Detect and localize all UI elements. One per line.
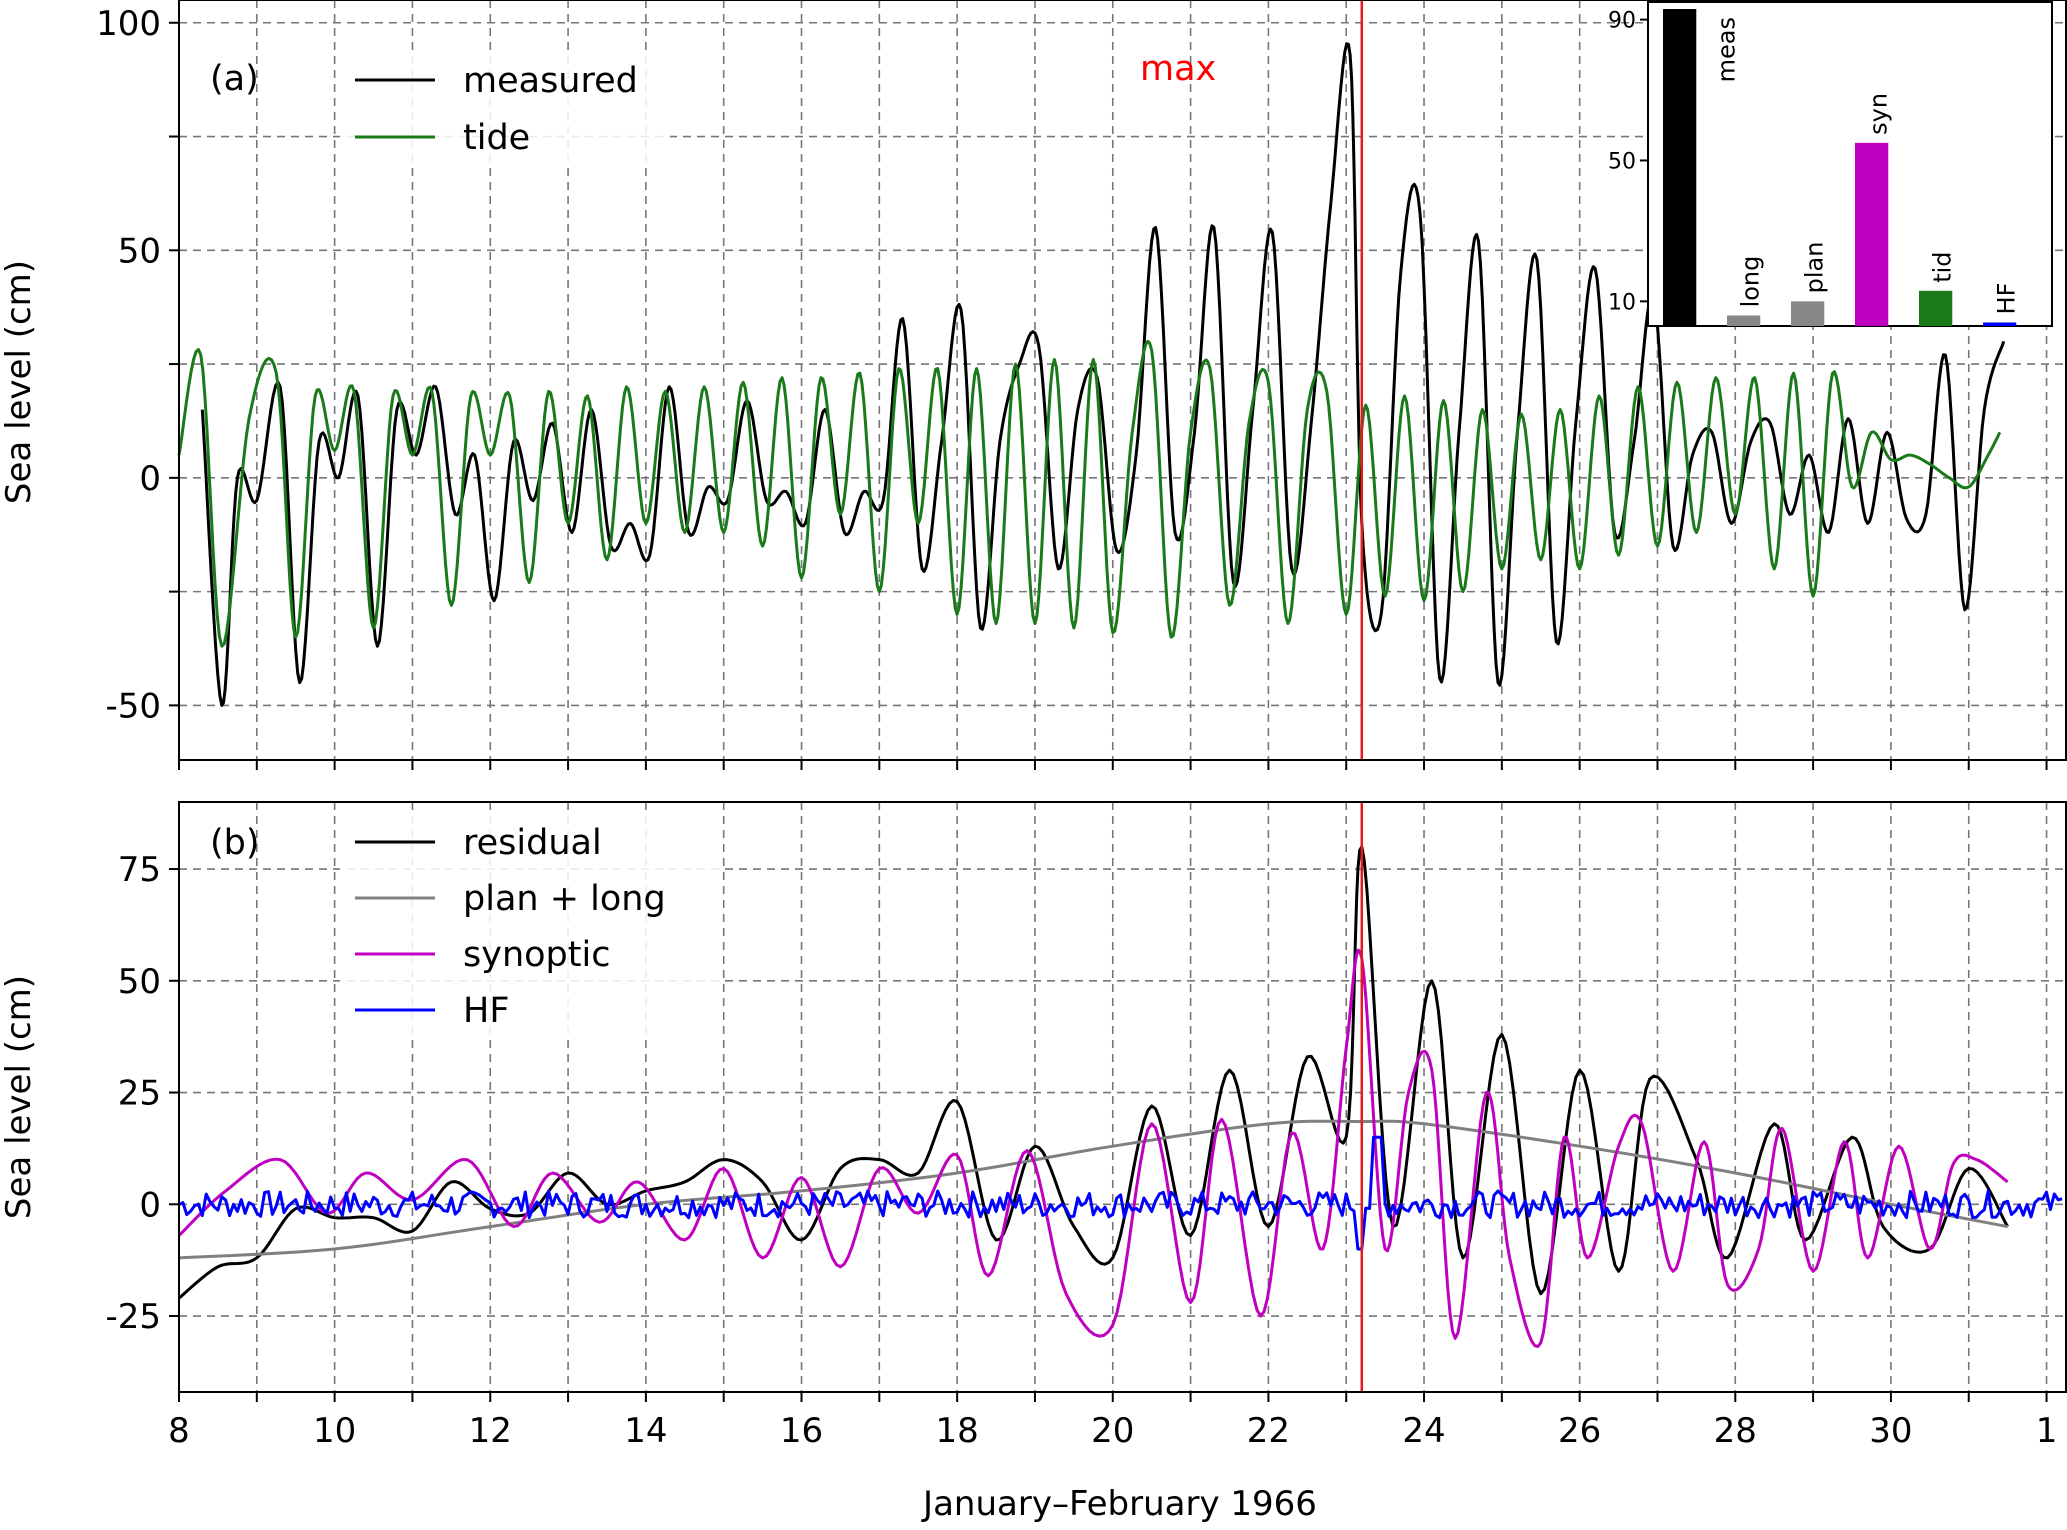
legend-background bbox=[340, 812, 720, 1037]
panel-a-ylabel: Sea level (cm) bbox=[0, 260, 39, 504]
y-tick-label: 25 bbox=[118, 1074, 161, 1114]
inset-frame bbox=[1647, 1, 2053, 327]
y-tick-label: 75 bbox=[118, 850, 161, 890]
inset-bar-label: syn bbox=[1865, 93, 1893, 135]
panel-b-frame bbox=[178, 801, 2067, 1393]
inset-bar-long bbox=[1727, 315, 1761, 326]
y-tick-label: 50 bbox=[118, 231, 161, 271]
panel-b-ylabel: Sea level (cm) bbox=[0, 975, 39, 1219]
inset-bar-label: long bbox=[1737, 256, 1765, 308]
inset-bar-label: meas bbox=[1712, 17, 1740, 82]
panel-b-ticks: -25 0 25 50 75 8 10 12 14 16 18 20 22 24 26 28 30 1 bbox=[105, 850, 2057, 1451]
panel-b-legend: residual plan + long synoptic HF bbox=[340, 812, 720, 1037]
series-line-tide bbox=[177, 339, 2002, 648]
x-tick-label: 26 bbox=[1558, 1411, 1601, 1451]
x-tick-label: 8 bbox=[168, 1411, 190, 1451]
x-tick-label: 20 bbox=[1091, 1411, 1134, 1451]
legend-residual-label: residual bbox=[463, 823, 602, 863]
x-tick-label: 28 bbox=[1714, 1411, 1757, 1451]
panel-b: -25 0 25 50 75 8 10 12 14 16 18 20 22 24 26 28 30 1 Sea l… bbox=[0, 801, 2067, 1524]
x-tick-label: 22 bbox=[1247, 1411, 1290, 1451]
legend-tide-label: tide bbox=[463, 118, 530, 158]
inset-bar-chart: 10 50 90 meas long plan syn tid HF bbox=[1608, 1, 2053, 327]
x-tick-label: 30 bbox=[1869, 1411, 1912, 1451]
inset-bar-label: tid bbox=[1929, 251, 1957, 282]
inset-bar-hf bbox=[1983, 322, 2017, 326]
x-tick-label: 10 bbox=[313, 1411, 356, 1451]
panel-a-ticks: -50 0 50 100 bbox=[96, 4, 2048, 770]
panel-b-series bbox=[177, 845, 2063, 1348]
max-annotation: max bbox=[1140, 49, 1216, 89]
inset-bar-tid bbox=[1919, 290, 1953, 326]
series-line-measured bbox=[200, 42, 2006, 707]
inset-y-tick-label: 10 bbox=[1608, 290, 1636, 315]
inset-bar-label: plan bbox=[1801, 242, 1829, 294]
panel-a-series bbox=[177, 42, 2006, 707]
y-tick-label: 100 bbox=[96, 4, 161, 44]
panel-a-label: (a) bbox=[210, 59, 259, 99]
y-tick-label: 0 bbox=[139, 1185, 161, 1225]
inset-bar-label: HF bbox=[1993, 283, 2021, 315]
y-tick-label: -25 bbox=[105, 1297, 161, 1337]
x-tick-label: 24 bbox=[1402, 1411, 1445, 1451]
panel-a-frame bbox=[178, 0, 2067, 761]
panel-a-legend: measured tide bbox=[340, 55, 670, 165]
x-tick-label: 14 bbox=[624, 1411, 667, 1451]
legend-hf-label: HF bbox=[463, 991, 509, 1031]
inset-y-tick-label: 90 bbox=[1608, 9, 1636, 34]
inset-bar-meas bbox=[1663, 9, 1697, 326]
inset-bar-syn bbox=[1855, 142, 1889, 326]
series-line-synoptic bbox=[177, 948, 2009, 1348]
inset-bar-plan bbox=[1791, 301, 1825, 326]
x-tick-label: 1 bbox=[2036, 1411, 2058, 1451]
panel-b-label: (b) bbox=[210, 823, 260, 863]
series-line-plan-long bbox=[178, 1119, 2008, 1260]
legend-background bbox=[340, 55, 670, 165]
legend-measured-label: measured bbox=[463, 61, 638, 101]
x-tick-label: 16 bbox=[780, 1411, 823, 1451]
legend-plan-long-label: plan + long bbox=[463, 879, 666, 919]
panel-a: -50 0 50 100 Sea level (cm) (a) max measure… bbox=[0, 0, 2067, 770]
inset-y-tick-label: 50 bbox=[1608, 149, 1636, 174]
y-tick-label: 50 bbox=[118, 962, 161, 1002]
legend-synoptic-label: synoptic bbox=[463, 935, 610, 975]
x-tick-label: 18 bbox=[936, 1411, 979, 1451]
y-tick-label: -50 bbox=[105, 686, 161, 726]
x-tick-label: 12 bbox=[469, 1411, 512, 1451]
series-line-hf bbox=[178, 1135, 2063, 1251]
y-tick-label: 0 bbox=[139, 459, 161, 499]
x-axis-title: January–February 1966 bbox=[921, 1484, 1317, 1524]
